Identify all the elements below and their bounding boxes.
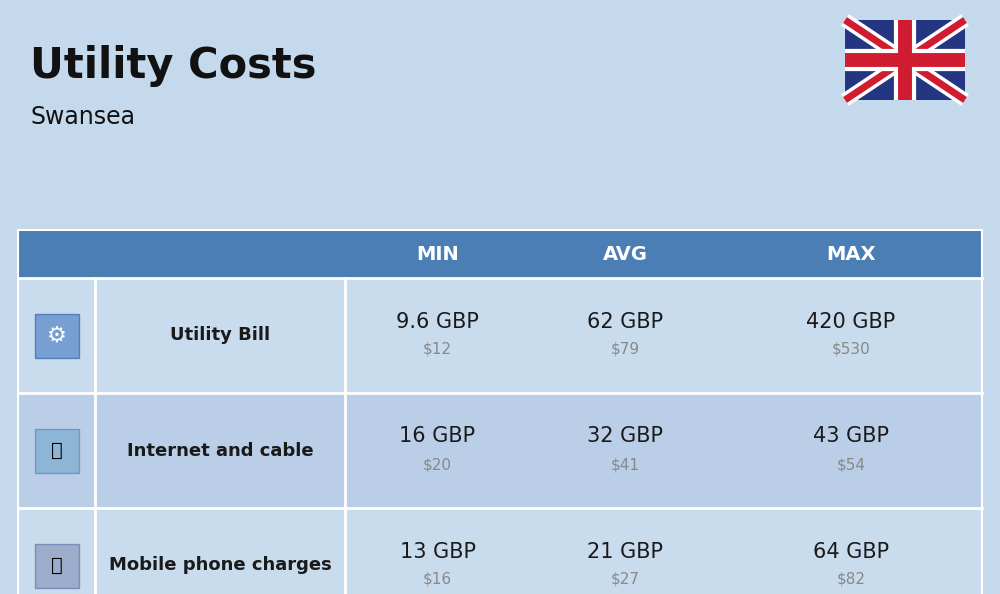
Text: 43 GBP: 43 GBP [813,426,889,447]
Bar [18,508,982,594]
Bar [18,230,982,278]
Bar [18,230,982,594]
Text: Utility Bill: Utility Bill [170,327,270,345]
Text: $27: $27 [610,572,640,587]
Text: 62 GBP: 62 GBP [587,311,663,331]
Bar [34,428,78,472]
Bar [18,393,982,508]
Text: AVG: AVG [602,245,648,264]
Text: 16 GBP: 16 GBP [399,426,476,447]
Bar [34,544,78,587]
Text: 32 GBP: 32 GBP [587,426,663,447]
Bar [34,314,78,358]
Text: MIN: MIN [416,245,459,264]
Bar [18,278,982,393]
Text: $12: $12 [423,342,452,357]
Text: 64 GBP: 64 GBP [813,542,889,561]
Text: $79: $79 [610,342,640,357]
Text: 📱: 📱 [51,556,62,575]
Text: Mobile phone charges: Mobile phone charges [109,557,331,574]
Text: $530: $530 [832,342,870,357]
Text: $41: $41 [610,457,640,472]
Text: 420 GBP: 420 GBP [806,311,896,331]
Text: MAX: MAX [826,245,876,264]
Text: $20: $20 [423,457,452,472]
Bar [845,20,965,100]
Text: Internet and cable: Internet and cable [127,441,313,460]
Text: 9.6 GBP: 9.6 GBP [396,311,479,331]
Text: Swansea: Swansea [30,105,135,129]
Text: 13 GBP: 13 GBP [400,542,476,561]
Text: 21 GBP: 21 GBP [587,542,663,561]
Text: Utility Costs: Utility Costs [30,45,316,87]
Text: $54: $54 [836,457,866,472]
Text: $16: $16 [423,572,452,587]
Text: 📶: 📶 [51,441,62,460]
Text: $82: $82 [836,572,866,587]
Text: ⚙: ⚙ [46,326,66,346]
